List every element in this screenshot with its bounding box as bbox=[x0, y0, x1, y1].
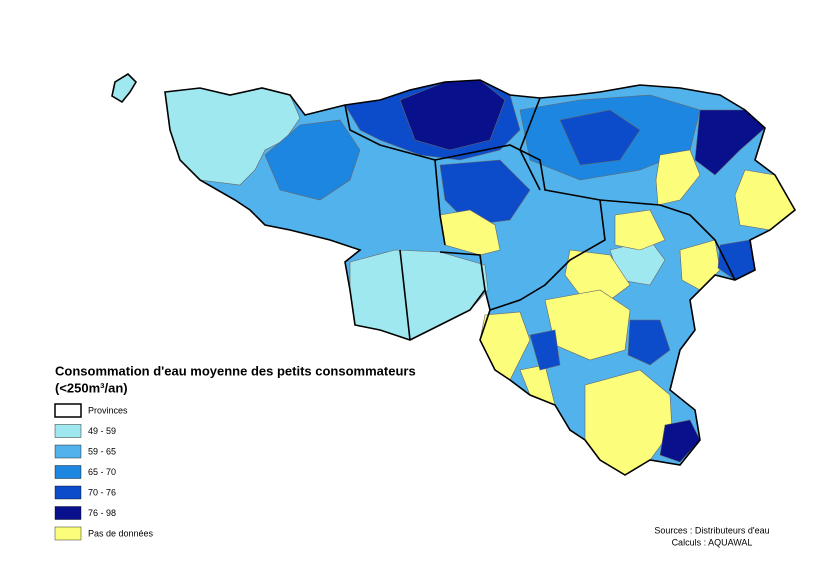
region-dark bbox=[439, 159, 531, 226]
region-nodata bbox=[655, 149, 701, 206]
legend-label: 76 - 98 bbox=[88, 508, 116, 518]
region-dark bbox=[559, 109, 641, 166]
legend-swatch bbox=[54, 403, 82, 418]
calculs: Calculs : AQUAWAL bbox=[672, 537, 753, 547]
legend-swatch bbox=[54, 465, 82, 479]
region-mid bbox=[264, 119, 361, 201]
legend-label: 70 - 76 bbox=[88, 487, 116, 497]
legend-swatch bbox=[54, 485, 82, 500]
legend-swatch bbox=[54, 506, 82, 520]
region-dark bbox=[627, 319, 671, 366]
legend-label: Pas de données bbox=[88, 528, 154, 538]
legend-swatch bbox=[54, 444, 82, 459]
legend-subtitle: (<250m³/an) bbox=[55, 380, 128, 395]
legend-swatch bbox=[54, 526, 82, 541]
legend-swatch bbox=[54, 424, 82, 438]
province-borders bbox=[111, 72, 797, 476]
region-nodata bbox=[734, 169, 796, 231]
legend: Consommation d'eau moyenne des petits co… bbox=[54, 363, 416, 541]
legend-label: 65 - 70 bbox=[88, 467, 116, 477]
region-map bbox=[111, 72, 797, 476]
region-darkest bbox=[659, 419, 701, 463]
legend-label: 59 - 65 bbox=[88, 446, 116, 456]
legend-label: Provinces bbox=[88, 405, 128, 415]
region-nodata bbox=[614, 209, 666, 251]
legend-title: Consommation d'eau moyenne des petits co… bbox=[55, 363, 416, 378]
region-light bbox=[349, 249, 489, 341]
region-dark bbox=[529, 329, 561, 371]
sources: Sources : Distributeurs d'eau bbox=[654, 525, 769, 535]
legend-label: 49 - 59 bbox=[88, 426, 116, 436]
